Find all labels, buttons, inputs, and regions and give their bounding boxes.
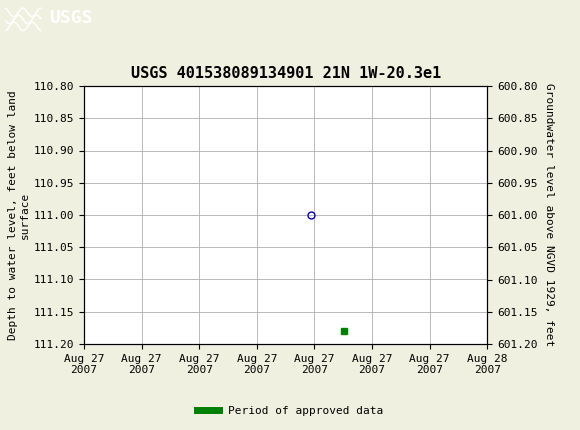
Text: USGS: USGS: [49, 9, 93, 28]
Y-axis label: Depth to water level, feet below land
surface: Depth to water level, feet below land su…: [8, 90, 30, 340]
Legend: Period of approved data: Period of approved data: [193, 401, 387, 420]
Y-axis label: Groundwater level above NGVD 1929, feet: Groundwater level above NGVD 1929, feet: [545, 83, 554, 347]
Title: USGS 401538089134901 21N 1W-20.3e1: USGS 401538089134901 21N 1W-20.3e1: [130, 66, 441, 81]
